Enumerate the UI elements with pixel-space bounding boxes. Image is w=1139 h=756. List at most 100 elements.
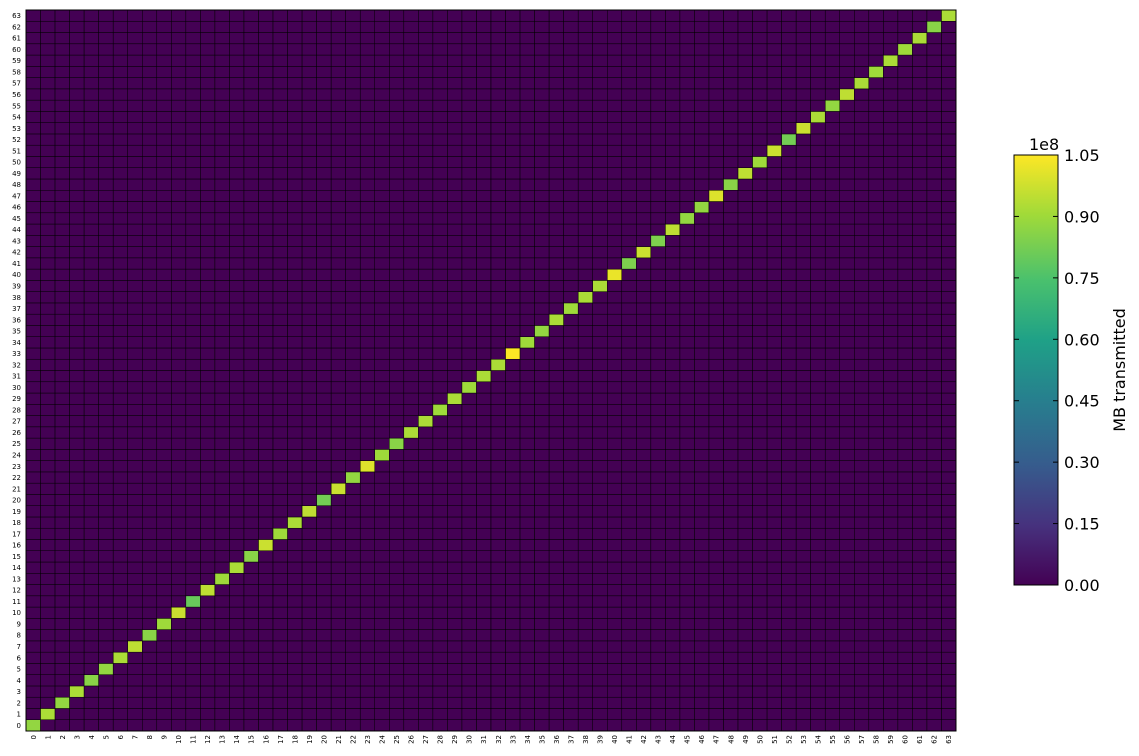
heatmap-cell [301, 573, 317, 585]
heatmap-cell [112, 223, 128, 236]
heatmap-cell [592, 505, 608, 518]
heatmap-cell [316, 415, 332, 428]
heatmap-cell [636, 370, 652, 383]
heatmap-cell [229, 235, 245, 247]
heatmap-cell [200, 9, 216, 22]
heatmap-cell [781, 212, 797, 225]
heatmap-cell [941, 156, 957, 168]
y-tick-label: 30 [12, 384, 21, 392]
heatmap-cell [679, 54, 695, 67]
heatmap-cell [229, 66, 245, 78]
heatmap-cell [287, 708, 303, 720]
heatmap-cell [577, 651, 593, 664]
heatmap-cell [694, 223, 710, 236]
heatmap-cell [636, 99, 652, 112]
heatmap-cell [926, 550, 942, 563]
heatmap-cell-diagonal [316, 494, 332, 506]
heatmap-cell [883, 246, 899, 259]
heatmap-cell [926, 280, 942, 292]
heatmap-cell [330, 674, 346, 687]
heatmap-cell-diagonal [912, 32, 928, 45]
heatmap-cell [854, 516, 870, 529]
heatmap-cell [83, 190, 99, 202]
heatmap-cell [185, 325, 201, 337]
heatmap-cell [752, 111, 768, 123]
heatmap-cell [185, 708, 201, 720]
heatmap-cell [461, 21, 477, 33]
heatmap-cell [534, 190, 550, 202]
heatmap-cell [810, 618, 826, 630]
heatmap-cell [127, 663, 143, 675]
heatmap-cell [534, 651, 550, 664]
heatmap-cell [839, 629, 855, 642]
heatmap-cell [534, 122, 550, 135]
heatmap-cell [883, 708, 899, 720]
heatmap-cell [650, 651, 666, 664]
heatmap-cell [563, 595, 579, 608]
heatmap-cell [345, 302, 361, 315]
heatmap-cell [897, 674, 913, 687]
heatmap-cell [142, 190, 158, 202]
heatmap-cell [592, 54, 608, 67]
heatmap-cell [795, 190, 811, 202]
heatmap-cell [737, 426, 753, 439]
heatmap-cell [795, 527, 811, 540]
heatmap-cell [214, 629, 230, 642]
heatmap-cell [941, 358, 957, 371]
heatmap-cell [389, 43, 405, 56]
heatmap-cell-diagonal [83, 674, 99, 687]
heatmap-cell [54, 606, 70, 619]
heatmap-cell [156, 9, 172, 22]
heatmap-cell [534, 482, 550, 495]
heatmap-cell [272, 291, 288, 304]
heatmap-cell [490, 313, 506, 326]
heatmap-cell [897, 21, 913, 33]
heatmap-cell [83, 415, 99, 428]
heatmap-cell [592, 66, 608, 78]
heatmap-cell [592, 663, 608, 675]
heatmap-cell [534, 358, 550, 371]
heatmap-cell [650, 595, 666, 608]
heatmap-cell [25, 449, 41, 461]
heatmap-cell [490, 618, 506, 630]
heatmap-cell [723, 133, 739, 146]
heatmap-cell [636, 133, 652, 146]
heatmap-cell [243, 460, 259, 473]
heatmap-cell [69, 291, 85, 304]
heatmap-cell [752, 708, 768, 720]
x-tick-label: 39 [596, 735, 604, 744]
heatmap-cell [708, 618, 724, 630]
heatmap-cell [607, 358, 623, 371]
heatmap-cell [795, 336, 811, 349]
heatmap-cell [883, 663, 899, 675]
heatmap-cell [795, 358, 811, 371]
heatmap-cell [98, 415, 114, 428]
heatmap-cell [708, 370, 724, 383]
heatmap-cell [330, 336, 346, 349]
heatmap-cell [69, 111, 85, 123]
heatmap-cell [359, 550, 376, 563]
heatmap-cell [679, 719, 695, 732]
heatmap-cell [258, 618, 274, 630]
heatmap-cell [679, 325, 695, 337]
heatmap-cell [577, 347, 593, 360]
heatmap-cell [185, 527, 201, 540]
heatmap-cell [142, 54, 158, 67]
heatmap-cell [505, 685, 521, 698]
heatmap-cell [142, 43, 158, 56]
heatmap-cell [447, 595, 463, 608]
heatmap-cell [287, 280, 303, 292]
heatmap-cell [200, 99, 216, 112]
heatmap-cell [301, 561, 317, 574]
heatmap-cell [824, 527, 840, 540]
heatmap-cell [810, 223, 826, 236]
heatmap-cell [519, 66, 535, 78]
heatmap-cell [810, 426, 826, 439]
heatmap-cell [781, 370, 797, 383]
heatmap-cell [883, 9, 899, 22]
y-tick-label: 40 [12, 271, 21, 279]
heatmap-cell [403, 505, 419, 518]
heatmap-cell [752, 696, 768, 709]
heatmap-cell [54, 156, 70, 168]
heatmap-cell [272, 223, 288, 236]
